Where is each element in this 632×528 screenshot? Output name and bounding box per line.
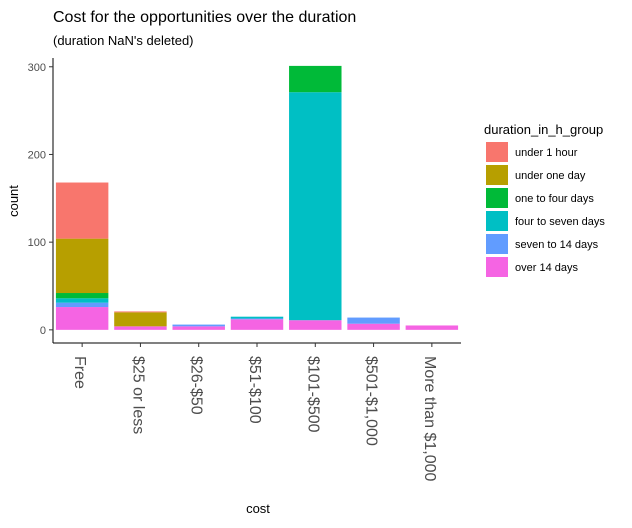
- bar-segment-over-14-days: [289, 320, 342, 330]
- y-tick-label: 300: [28, 62, 46, 74]
- legend-key: [486, 234, 508, 254]
- legend: duration_in_h_group under 1 hour under on…: [484, 122, 605, 277]
- bar-segment-seven-to-14-days: [347, 317, 400, 324]
- x-tick-label: $51-$100: [246, 356, 263, 424]
- chart-title: Cost for the opportunities over the dura…: [53, 9, 356, 26]
- legend-label: one to four days: [515, 193, 594, 205]
- bar-segment-over-14-days: [55, 307, 109, 330]
- bar-segment-under-1-hour: [55, 182, 109, 239]
- bar-segment-four-to-seven-days: [55, 298, 109, 303]
- legend-key: [486, 165, 508, 185]
- x-tick-label: $25 or less: [129, 356, 146, 434]
- legend-label: four to seven days: [515, 216, 605, 228]
- bar-segment-under-one-day: [114, 312, 167, 327]
- bar-segment-one-to-four-days: [289, 65, 342, 93]
- x-tick-label: $26-$50: [188, 356, 205, 415]
- bar-segment-under-one-day: [55, 238, 109, 294]
- legend-label: under 1 hour: [515, 147, 578, 159]
- bar-segment-over-14-days: [230, 319, 284, 330]
- bar-segment-over-14-days: [114, 326, 167, 330]
- bar-segment-one-to-four-days: [55, 293, 109, 299]
- bar-segment-four-to-seven-days: [289, 92, 342, 321]
- legend-key: [486, 257, 508, 277]
- bar-segment-four-to-seven-days: [230, 316, 284, 319]
- x-tick-label: Free: [71, 356, 88, 389]
- bar-segment-over-14-days: [172, 326, 225, 330]
- y-tick-label: 100: [28, 237, 46, 249]
- plot-area: 0 100 200 300 Free $25 or less $26-$50 $51-$100…: [28, 58, 461, 482]
- legend-label: over 14 days: [515, 262, 578, 274]
- y-tick-label: 200: [28, 149, 46, 161]
- bar-segment-seven-to-14-days: [230, 318, 284, 320]
- chart-subtitle: (duration NaN's deleted): [53, 33, 194, 48]
- legend-key: [486, 142, 508, 162]
- x-tick-label: $501-$1,000: [363, 356, 380, 446]
- x-axis-label: cost: [246, 501, 270, 516]
- legend-label: seven to 14 days: [515, 239, 599, 251]
- legend-key: [486, 211, 508, 231]
- legend-label: under one day: [515, 170, 586, 182]
- legend-key: [486, 188, 508, 208]
- y-tick-label: 0: [40, 325, 46, 337]
- bar-segment-over-14-days: [347, 323, 400, 330]
- bar-segment-seven-to-14-days: [172, 324, 225, 327]
- y-axis-label: count: [6, 185, 21, 217]
- x-tick-label: $101-$500: [304, 356, 321, 433]
- bar-segment-seven-to-14-days: [55, 302, 109, 308]
- legend-title: duration_in_h_group: [484, 122, 603, 137]
- bar-segment-under-1-hour: [114, 311, 167, 313]
- bar-segment-over-14-days: [405, 325, 459, 330]
- x-tick-label: More than $1,000: [421, 356, 438, 482]
